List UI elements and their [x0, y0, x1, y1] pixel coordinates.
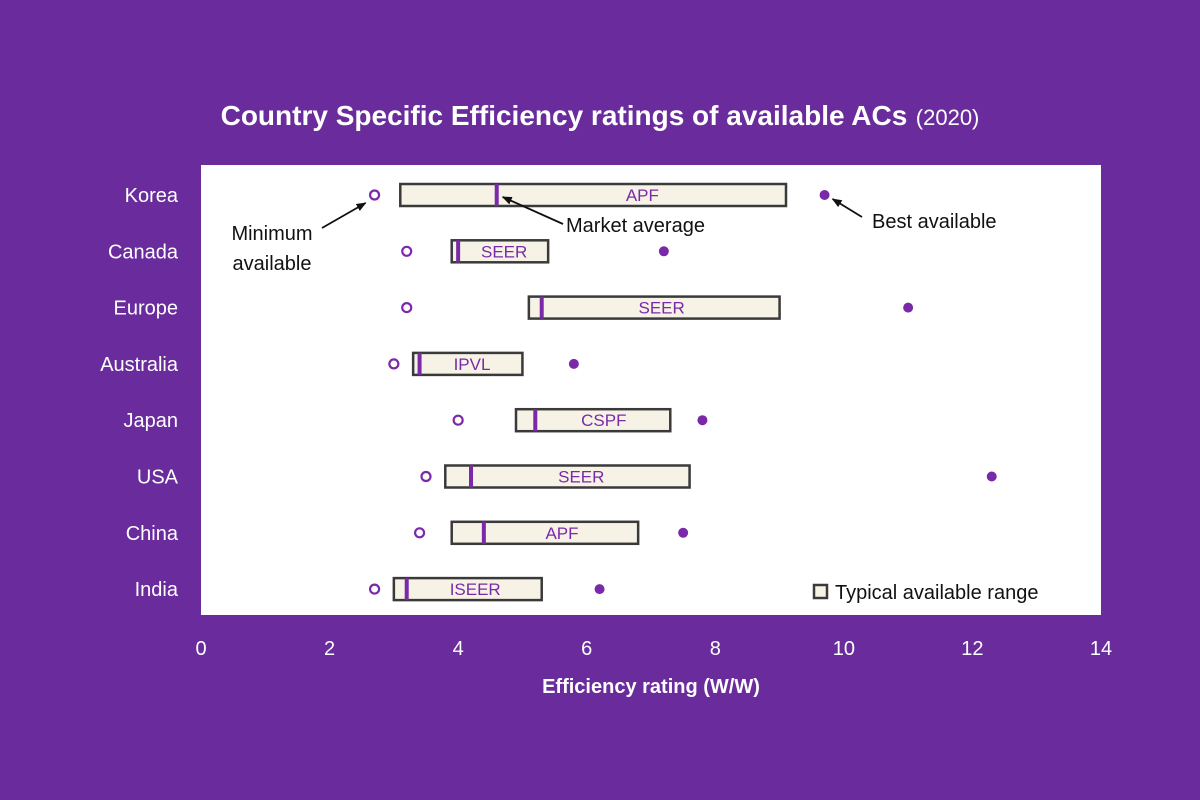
- best-available-point: [594, 584, 605, 595]
- annotation-minimum-arrow: [321, 202, 367, 229]
- best-available-point: [658, 246, 669, 257]
- x-tick-label: 8: [710, 638, 721, 660]
- y-tick-label: Canada: [108, 241, 179, 263]
- range-box: [514, 407, 672, 433]
- chart-title: Country Specific Efficiency ratings of a…: [0, 100, 1200, 132]
- market-average-mark: [494, 184, 499, 206]
- range-box: [411, 351, 524, 377]
- metric-label: ISEER: [450, 580, 501, 599]
- y-tick-label: USA: [137, 467, 179, 489]
- annotation-average-arrow: [501, 196, 564, 225]
- y-axis-labels: Korea Canada Europe Australia Japan USA China I…: [100, 185, 179, 601]
- x-tick-label: 12: [961, 638, 983, 660]
- best-available-point: [819, 190, 830, 200]
- annotation-minimum-line1: Minimum: [231, 223, 312, 245]
- market-average-mark: [539, 296, 544, 319]
- best-available-point: [903, 302, 914, 313]
- range-box: [392, 576, 543, 602]
- chart-title-text: Country Specific Efficiency ratings of a…: [220, 100, 908, 131]
- range-box: [444, 464, 691, 489]
- metric-label: SEER: [481, 242, 527, 261]
- x-axis-title: Efficiency rating (W/W): [542, 676, 760, 698]
- best-available-point: [678, 527, 689, 538]
- best-available-point: [568, 358, 579, 369]
- range-box: [450, 520, 640, 546]
- chart-annotations: Minimum available Market average Best avail…: [231, 196, 997, 275]
- x-tick-label: 4: [453, 638, 464, 660]
- market-average-mark: [404, 578, 409, 601]
- chart-marks: APF SEER SEER IPVL CSPF SEER APF ISEER: [368, 182, 997, 602]
- y-tick-label: Australia: [100, 354, 179, 376]
- x-tick-label: 2: [324, 638, 335, 660]
- best-available-point: [986, 471, 997, 482]
- market-average-mark: [533, 409, 538, 432]
- annotation-average: Market average: [566, 215, 705, 237]
- metric-label: IPVL: [454, 355, 491, 374]
- y-tick-label: China: [126, 523, 179, 545]
- plot-area: [201, 165, 1101, 615]
- annotation-minimum-line2: available: [233, 253, 312, 275]
- minimum-point: [401, 302, 413, 314]
- minimum-point: [368, 583, 381, 595]
- x-tick-label: 14: [1090, 638, 1112, 660]
- market-average-mark: [417, 352, 422, 375]
- legend-label: Typical available range: [835, 582, 1038, 604]
- range-box: [450, 239, 550, 264]
- x-tick-label: 10: [833, 638, 855, 660]
- range-box: [399, 182, 788, 208]
- y-tick-label: India: [135, 579, 179, 601]
- x-tick-label: 0: [195, 638, 206, 660]
- legend: Typical available range: [812, 582, 1038, 604]
- x-tick-label: 6: [581, 638, 592, 660]
- minimum-point: [420, 470, 432, 483]
- y-tick-label: Korea: [125, 185, 179, 207]
- metric-label: CSPF: [581, 411, 626, 430]
- chart-subtitle: (2020): [915, 105, 980, 130]
- best-available-point: [697, 415, 708, 426]
- annotation-best: Best available: [872, 211, 997, 233]
- annotation-best-arrow: [831, 198, 863, 218]
- minimum-point: [452, 414, 464, 426]
- minimum-point: [401, 245, 413, 257]
- x-axis-ticks: 0 2 4 6 8 10 12 14: [195, 638, 1112, 660]
- metric-label: SEER: [558, 468, 604, 487]
- minimum-point: [368, 189, 381, 201]
- market-average-mark: [456, 240, 461, 263]
- legend-swatch: [812, 583, 829, 600]
- metric-label: APF: [545, 524, 578, 543]
- market-average-mark: [481, 521, 486, 544]
- range-box: [527, 295, 781, 320]
- y-tick-label: Japan: [124, 410, 179, 432]
- y-tick-label: Europe: [114, 298, 179, 320]
- minimum-point: [413, 527, 426, 539]
- market-average-mark: [469, 465, 473, 488]
- metric-label: APF: [626, 186, 659, 205]
- metric-label: SEER: [638, 299, 684, 318]
- minimum-point: [388, 358, 400, 370]
